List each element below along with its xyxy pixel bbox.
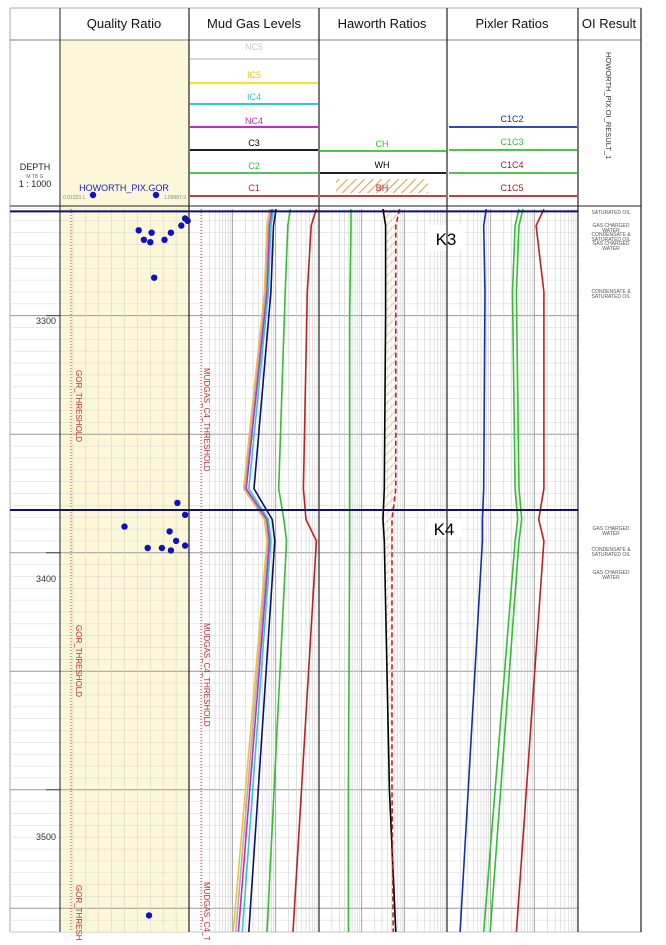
gor-point [181,511,189,518]
oi-result-6: GAS CHARGED WATER [593,526,630,537]
pixler-legend-c1c5: C1C5 [500,183,523,193]
pixler-legend-c1c2: C1C2 [500,114,523,124]
oi-result-2: GAS CHARGED WATER [593,223,630,234]
mudgas-legend-c3: C3 [248,138,260,148]
depth-header: DEPTH M TB G 1 : 1000 [19,162,52,189]
mudgas-threshold-label-3: MUDGAS_C4_THRESHOLD [202,882,211,940]
gor-point [161,236,168,243]
gor-point [181,542,189,549]
depth-tick-3500: 3500 [36,832,56,842]
mudgas-legend-nc5: NC5 [245,42,263,52]
depth-unit: M TB G [26,174,43,180]
haworth-curve-wh [382,209,397,932]
haworth-track-title: Haworth Ratios [338,16,427,31]
gor-point [147,239,154,246]
quality-track-title: Quality Ratio [87,16,161,31]
mudgas-curve-c3 [248,209,277,932]
gor-point [178,222,185,229]
oi-curve-label: HOWORTH_PIX.OI_RESULT_1 [604,52,613,159]
gor-point [166,528,173,535]
pixler-header: C1C2 C1C3 C1C4 C1C5 [449,114,577,197]
haworth-legend-fill-bh [336,179,428,193]
gor-point [158,544,166,552]
gor-scale-min: 0.01023.1 [63,195,85,201]
oi-result-3: CONDENSATE & SATURATED OIL [591,232,631,243]
gor-point [167,229,175,236]
mudgas-curve-nc4 [237,209,273,932]
gor-legend-marker-right [152,191,160,199]
quality-header-bg [60,40,189,209]
oiresult-track-title: OI Result [582,16,637,31]
formation-labels: K3 K4 [426,225,464,539]
depth-tick-3300: 3300 [36,316,56,326]
mudgas-curve-ic4 [241,209,275,932]
gor-point [151,274,158,281]
mudgas-curve-nc5 [235,209,272,932]
track-dividers [59,8,642,932]
haworth-legend-bh: BH [376,183,389,193]
gor-point [140,236,148,243]
oi-result-1: SATURATED OIL [592,210,631,216]
formation-k4-label-bg [426,518,462,538]
gor-point [167,547,175,554]
formation-k4-label: K4 [434,520,455,539]
haworth-header: CH WH BH [320,139,446,197]
oi-result-5: CONDENSATE & SATURATED OIL [591,289,631,300]
oi-result-4: GAS CHARGED WATER [593,241,630,252]
gor-point [144,544,151,552]
haworth-curve-bh [391,209,401,932]
depth-scale: 1 : 1000 [19,179,52,189]
mudgas-legend-nc4: NC4 [245,116,263,126]
gor-point [135,227,142,234]
oi-result-7: CONDENSATE & SATURATED OIL [591,547,631,558]
mudgas-threshold-label-2: MUDGAS_C4_THRESHOLD [202,623,211,727]
haworth-curve-ch [347,209,352,932]
mudgas-threshold-label-1: MUDGAS_C4_THRESHOLD [202,368,211,472]
depth-ticks: 3300 3400 3500 [36,316,56,842]
pixler-curve-c1c3 [482,209,520,932]
mudgas-track-title: Mud Gas Levels [207,16,301,31]
mudgas-curve-c2 [266,209,292,932]
quality-header: HOWORTH_PIX.GOR 0.01023.1 1.09987.9 [63,183,186,201]
gor-legend-marker-left [89,191,97,199]
gor-threshold-label-2: GOR_THRESHOLD [74,625,83,697]
gor-point [148,229,155,236]
threshold-labels: GOR_THRESHOLD GOR_THRESHOLD GOR_THRESHOL… [74,368,211,945]
mudgas-legend-ic5: IC5 [247,70,261,80]
gor-point [121,523,128,530]
gor-threshold-label-3: GOR_THRESHOLD [74,885,83,940]
gor-point [172,537,180,545]
gor-point [145,912,153,919]
mudgas-curve-c1 [292,209,318,932]
haworth-legend-ch: CH [376,139,389,149]
oi-result-labels: SATURATED OIL GAS CHARGED WATER CONDENSAT… [591,210,631,581]
track-grid [10,208,578,933]
mudgas-legend-ic4: IC4 [247,92,261,102]
mudgas-header: NC5 IC5 IC4 NC4 C3 C2 C1 [190,42,318,197]
formation-k3-label-bg [428,225,464,251]
gor-point [174,499,181,507]
gor-curve-label: HOWORTH_PIX.GOR [79,183,169,193]
pixler-curve-c1c5 [515,209,545,932]
pixler-curve-c1c2 [459,209,488,932]
depth-tick-3400: 3400 [36,574,56,584]
formation-k3-label: K3 [436,230,457,249]
pixler-curve-c1c4 [489,209,524,932]
pixler-legend-c1c4: C1C4 [500,160,523,170]
oi-result-8: GAS CHARGED WATER [593,570,630,581]
gor-point [184,217,191,225]
gor-scale-max: 1.09987.9 [164,195,186,201]
pixler-legend-c1c3: C1C3 [500,137,523,147]
track-title-row: Quality Ratio Mud Gas Levels Haworth Rat… [10,16,641,41]
log-body [10,209,578,932]
pixler-track-title: Pixler Ratios [476,16,549,31]
mudgas-curve-ic5 [232,209,271,932]
mudgas-legend-c1: C1 [248,183,260,193]
depth-label: DEPTH [20,162,51,172]
haworth-legend-wh: WH [375,160,390,170]
gor-threshold-label-1: GOR_THRESHOLD [74,370,83,442]
mudgas-legend-c2: C2 [248,161,260,171]
